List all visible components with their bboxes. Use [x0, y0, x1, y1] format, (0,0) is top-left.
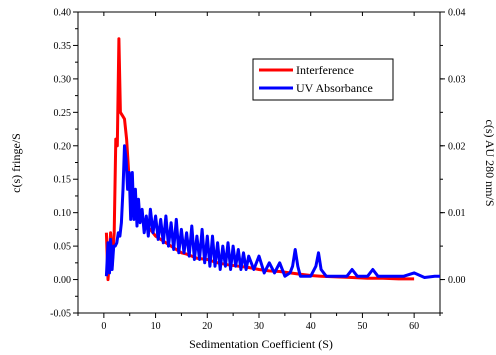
y-tick-label-left: 0.40 [54, 8, 72, 19]
y-tick-label-left: 0.30 [54, 74, 72, 85]
x-tick-label: 60 [409, 321, 419, 332]
x-tick-label: 0 [101, 321, 106, 332]
x-tick-label: 10 [151, 321, 161, 332]
y-tick-label-left: 0.35 [54, 41, 72, 52]
x-tick-label: 40 [306, 321, 316, 332]
y-tick-label-right: 0.01 [448, 208, 466, 219]
y-tick-label-left: 0.20 [54, 141, 72, 152]
y-tick-label-right: 0.00 [448, 275, 466, 286]
y-tick-label-left: 0.15 [54, 175, 72, 186]
y-axis-title-right: c(s) AU 280 nm/S [483, 120, 496, 207]
y-axis-title-left: c(s) fringe/S [9, 133, 23, 193]
legend-label-interference: Interference [296, 63, 354, 77]
x-axis-title: Sedimentation Coefficient (S) [189, 337, 333, 351]
legend-box [252, 58, 394, 101]
x-tick-label: 30 [254, 321, 264, 332]
legend: Interference UV Absorbance [252, 58, 394, 101]
y-tick-label-left: 0.05 [54, 242, 72, 253]
y-tick-label-left: 0.00 [54, 275, 72, 286]
series-layer [104, 37, 440, 282]
y-tick-label-right: 0.02 [448, 141, 466, 152]
axes-layer: 0 10 20 30 40 50 60 -0.05 0.00 0.05 0.10 0.15 0.20 0.… [50, 8, 465, 333]
series-line-uv-absorbance [104, 144, 440, 279]
x-tick-label: 50 [357, 321, 367, 332]
y-tick-label-right: 0.04 [448, 8, 466, 19]
y-tick-label-left: -0.05 [50, 309, 71, 320]
plot-frame [77, 11, 441, 314]
y-tick-label-left: 0.10 [54, 208, 72, 219]
x-tick-label: 20 [202, 321, 212, 332]
y-tick-label-left: 0.25 [54, 108, 72, 119]
legend-label-uv-absorbance: UV Absorbance [296, 81, 373, 95]
y-tick-label-right: 0.03 [448, 74, 466, 85]
